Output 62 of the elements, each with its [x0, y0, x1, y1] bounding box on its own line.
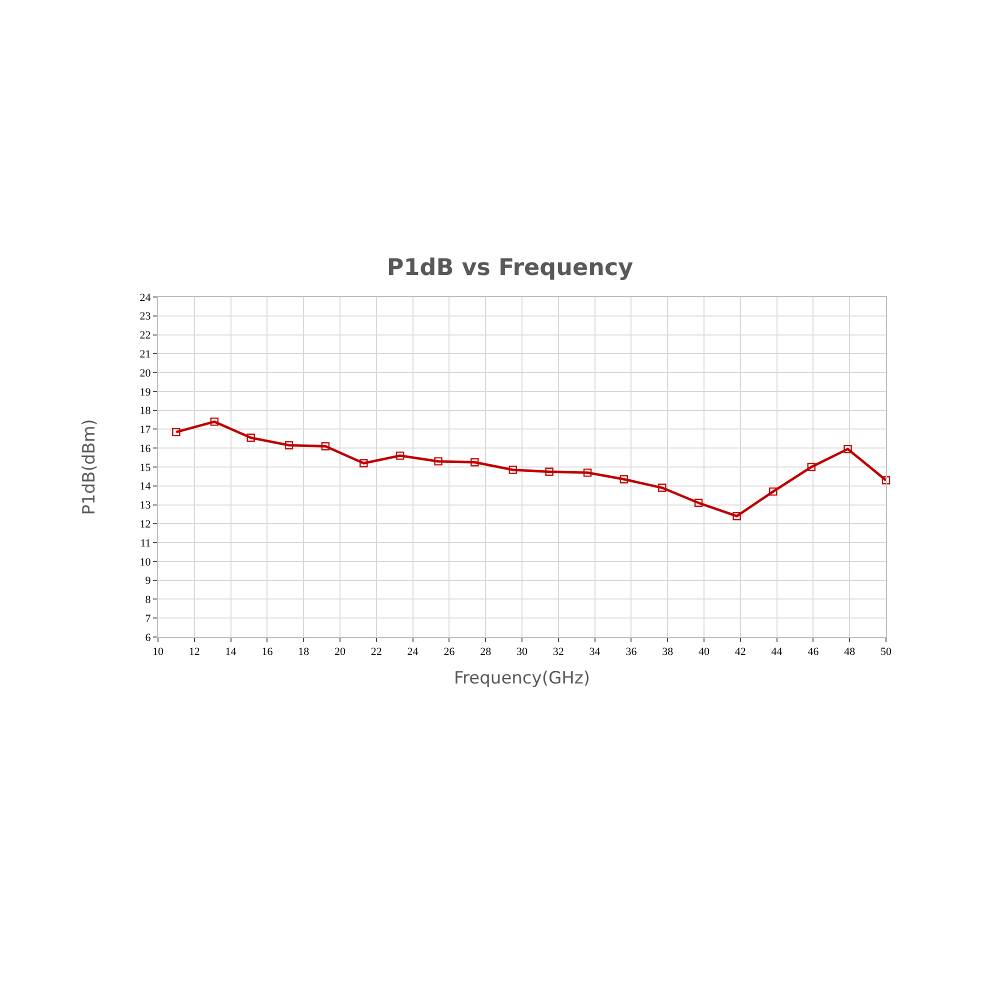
y-tick-label: 10	[140, 556, 152, 568]
point	[434, 457, 442, 466]
x-tick-label: 48	[844, 646, 856, 658]
y-tick-label: 13	[140, 500, 152, 512]
point	[284, 441, 294, 450]
x-tick-label: 26	[444, 646, 456, 658]
y-tick-label: 18	[140, 405, 152, 418]
y-tick-label: 11	[140, 537, 151, 550]
x-tick-label: 16	[262, 646, 274, 658]
chart-title: P1dB vs Frequency	[386, 255, 634, 282]
x-tick-label: 50	[880, 646, 892, 658]
point	[321, 442, 330, 450]
y-tick-label: 20	[140, 367, 152, 380]
point	[694, 498, 703, 507]
point	[658, 484, 666, 492]
y-tick-label: 16	[140, 442, 152, 455]
point	[360, 459, 368, 468]
point	[470, 458, 479, 466]
x-tick-label: 24	[407, 646, 419, 658]
y-tick-label: 15	[140, 462, 152, 474]
x-tick-label: 38	[662, 646, 674, 658]
x-tick-label: 44	[771, 646, 783, 658]
y-tick-label: 8	[145, 594, 152, 606]
y-tick-label: 12	[140, 518, 151, 531]
x-tick-label: 12	[188, 646, 200, 658]
point	[769, 487, 778, 496]
y-tick-label: 21	[140, 348, 151, 361]
x-tick-label: 40	[698, 646, 710, 658]
y-tick-label: 24	[140, 292, 152, 304]
x-tick-label: 20	[334, 646, 346, 658]
x-axis-title: Frequency(GHz)	[454, 668, 590, 689]
x-tick-label: 46	[808, 646, 820, 658]
x-tick-label: 30	[516, 646, 528, 658]
y-axis-title: P1dB(dBm)	[79, 419, 100, 515]
y-tick-label: 14	[140, 480, 152, 493]
y-tick-label: 17	[140, 424, 152, 436]
point	[882, 476, 890, 484]
x-tick-label: 22	[370, 646, 382, 658]
x-tick-label: 32	[552, 646, 564, 658]
y-tick-label: 19	[140, 386, 152, 398]
x-tick-label: 42	[734, 646, 746, 658]
point	[210, 418, 219, 426]
x-tick-label: 36	[626, 646, 638, 658]
point	[172, 428, 180, 436]
y-tick-label: 7	[145, 612, 152, 625]
x-tick-label: 18	[298, 646, 310, 658]
x-tick-label: 14	[225, 646, 237, 658]
y-tick-label: 22	[140, 330, 151, 342]
point	[508, 466, 517, 474]
x-tick-label: 34	[589, 646, 601, 658]
y-tick-label: 23	[140, 310, 152, 323]
point	[246, 434, 255, 442]
point	[807, 462, 816, 472]
point	[844, 444, 852, 454]
x-tick-label: 28	[480, 646, 492, 658]
point	[620, 475, 628, 484]
point	[545, 468, 554, 476]
y-tick-label: 6	[145, 632, 152, 644]
y-tick-label: 9	[145, 575, 152, 588]
point	[396, 452, 404, 460]
point	[583, 468, 592, 477]
point	[732, 512, 741, 520]
